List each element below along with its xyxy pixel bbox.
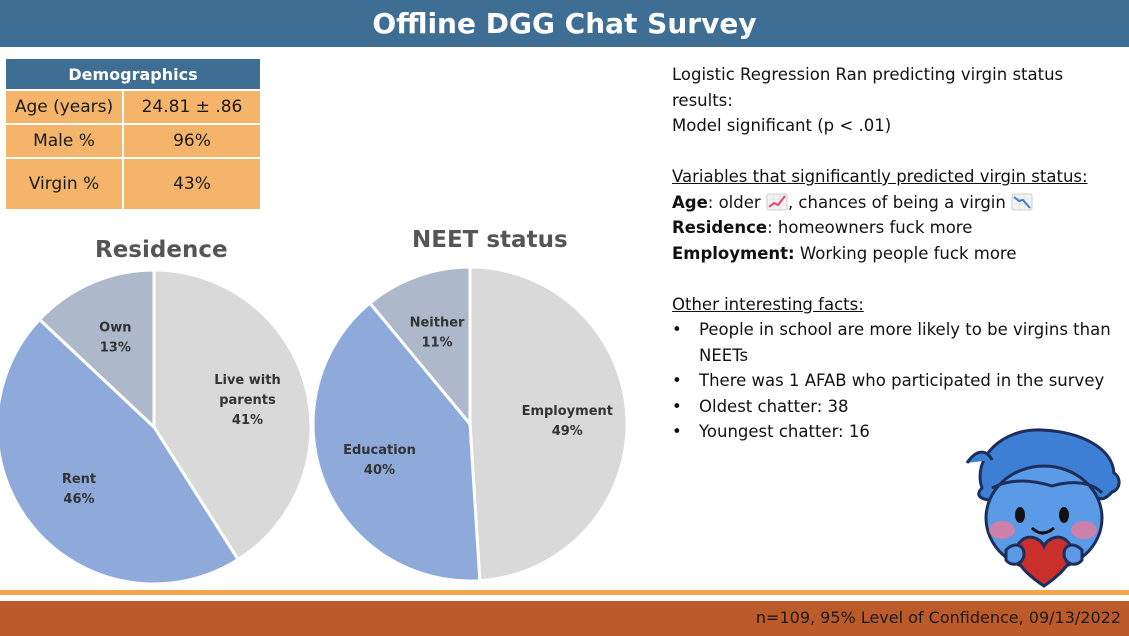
age-text-a: : older [707,192,761,212]
residence-slice-label: Live with [214,373,281,388]
residence-slice-label: Rent [62,472,96,487]
chart-decreasing-icon [1011,193,1033,210]
virgin-value: 43% [122,157,262,211]
residence-slice-label: 13% [100,341,131,356]
notes-line-1: Logistic Regression Ran predicting virgi… [672,65,1064,110]
demographics-table: Demographics Age (years) 24.81 ± .86 Mal… [4,57,262,211]
residence-finding: Residence: homeowners fuck more [672,215,1127,241]
age-text-b: , chances of being a virgin [787,192,1006,212]
male-label: Male % [4,123,124,159]
age-value: 24.81 ± .86 [122,89,262,125]
virgin-label: Virgin % [4,157,124,211]
list-item: Oldest chatter: 38 [672,394,1127,420]
neet-slice-label: Neither [410,315,465,330]
neet-chart-title: NEET status [412,227,568,253]
list-item: People in school are more likely to be v… [672,317,1127,368]
residence-slice-label: 46% [63,492,94,507]
mascot-heart-icon [965,428,1121,588]
neet-slice-label: 11% [421,335,452,350]
residence-key: Residence [672,218,768,237]
list-item: There was 1 AFAB who participated in the… [672,368,1127,394]
residence-chart-title: Residence [95,237,228,263]
footer-divider [0,595,1129,601]
residence-slice-rent [0,317,241,586]
table-row: Male % 96% [4,123,262,159]
residence-text: : homeowners fuck more [767,218,973,237]
neet-slice-label: Employment [522,404,613,419]
neet-slice-employment [468,265,629,583]
age-key: Age [672,192,708,212]
residence-slice-label: parents [219,393,276,408]
neet-slice-label: Education [343,443,416,458]
facts-heading: Other interesting facts: [672,294,864,314]
table-row: Virgin % 43% [4,157,262,211]
age-finding: Age: older , chances of being a virgin [672,190,1127,216]
residence-pie: Live with parents 41% Rent 46% Own 13% [0,268,313,586]
table-row: Age (years) 24.81 ± .86 [4,89,262,125]
employment-text: Working people fuck more [794,243,1017,263]
age-label: Age (years) [4,89,124,125]
list-item: Youngest chatter: 16 [672,419,1127,445]
facts-list: People in school are more likely to be v… [672,317,1127,445]
employment-key: Employment: [672,243,795,263]
employment-finding: Employment: Working people fuck more [672,241,1127,267]
residence-slice-own [37,268,156,431]
pie-charts: Live with parents 41% Rent 46% Own 13% Employm… [0,265,629,586]
neet-slice-label: 40% [364,463,395,478]
footer-accent-stripe [0,590,1129,595]
neet-pie: Employment 49% Education 40% Neither 11% [311,265,629,583]
neet-slice-label: 49% [552,424,583,439]
neet-slice-education [311,300,482,583]
footer-text: n=109, 95% Level of Confidence, 09/13/20… [755,608,1121,627]
notes-line-2: Model significant (p < .01) [672,116,892,135]
male-value: 96% [122,123,262,159]
chart-increasing-icon [766,193,788,210]
residence-slice-label: Own [99,321,131,336]
variables-heading: Variables that significantly predicted v… [672,167,1088,186]
neet-slice-neither [367,265,472,429]
slide-title: Offline DGG Chat Survey [0,0,1129,47]
footer-bar [0,601,1129,636]
regression-notes: Logistic Regression Ran predicting virgi… [672,62,1127,445]
residence-slice-label: 41% [232,413,263,428]
demographics-header: Demographics [4,57,262,91]
